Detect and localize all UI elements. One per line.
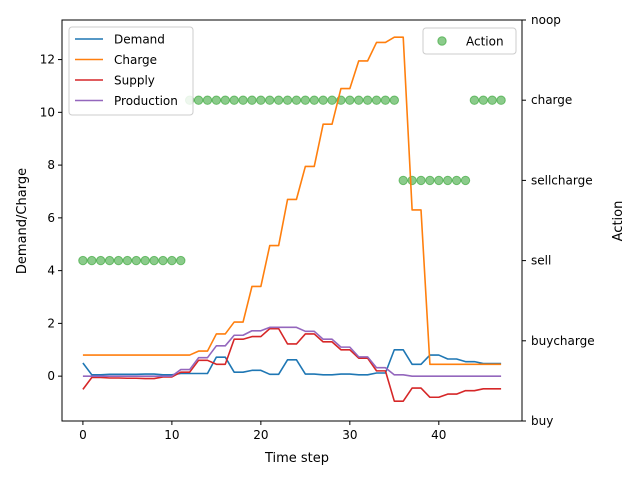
y-tick-label-left: 12: [40, 53, 55, 67]
action-point: [478, 95, 488, 105]
legend-left: Demand Charge Supply Production: [68, 26, 194, 116]
legend-entry-label: Production: [114, 94, 178, 108]
action-point: [416, 175, 426, 186]
y-tick-label-left: 2: [47, 316, 55, 330]
action-point: [158, 255, 168, 266]
x-tick-label: 30: [342, 428, 357, 442]
action-point: [496, 95, 506, 105]
y-tick-label-right: buycharge: [531, 334, 595, 348]
legend-entry-label: Action: [466, 35, 504, 49]
axes-frame: [61, 19, 523, 422]
action-point: [247, 95, 257, 105]
action-point: [318, 95, 328, 105]
series-line-charge: [82, 36, 502, 366]
y-axis-label-left: Demand/Charge: [15, 168, 30, 274]
axes: 0 10 20 30 40 0 2 4 6 8 10 12 buy buycharge sell sellch…: [40, 13, 595, 442]
action-point: [140, 255, 150, 266]
action-point: [131, 255, 141, 266]
series-line-supply: [82, 327, 502, 403]
action-point: [167, 255, 177, 266]
y-axis-label-right: Action: [611, 201, 626, 242]
x-tick-label: 20: [253, 428, 268, 442]
y-tick-label-right: noop: [531, 13, 561, 27]
action-point: [345, 95, 355, 105]
legend-entry-label: Supply: [114, 74, 155, 88]
x-tick-label: 40: [431, 428, 446, 442]
y-tick-label-right: sell: [531, 254, 551, 268]
action-point: [149, 255, 159, 266]
action-point: [96, 255, 106, 266]
action-point: [327, 95, 337, 105]
action-point: [291, 95, 302, 105]
action-point: [265, 95, 275, 105]
action-point: [176, 255, 186, 266]
y-tick-label-left: 4: [47, 264, 55, 278]
action-point: [407, 175, 417, 186]
action-point: [362, 95, 373, 105]
action-point: [211, 95, 222, 105]
series-line-demand: [82, 348, 502, 376]
action-point: [229, 95, 239, 105]
y-tick-label-left: 6: [47, 211, 55, 225]
action-point: [256, 95, 266, 105]
legend-right-box: [422, 27, 517, 55]
x-axis-label: Time step: [264, 451, 329, 466]
x-tick-label: 0: [79, 428, 87, 442]
action-point: [113, 255, 124, 266]
action-point: [193, 95, 204, 105]
action-point: [354, 95, 364, 105]
action-point: [371, 95, 382, 105]
y-tick-label-left: 10: [40, 105, 55, 119]
action-point: [78, 255, 88, 266]
action-point: [443, 175, 453, 186]
action-point: [380, 95, 391, 105]
action-point: [487, 95, 497, 105]
action-point: [300, 95, 311, 105]
action-point: [460, 175, 471, 186]
action-point: [451, 175, 462, 186]
y-tick-label-left: 8: [47, 158, 55, 172]
action-point: [202, 95, 213, 105]
legend-right: Action: [422, 27, 517, 55]
plot-area: [78, 36, 506, 403]
y-tick-label-right: charge: [531, 93, 572, 107]
action-point: [122, 255, 133, 266]
legend-entry-label: Demand: [114, 33, 165, 47]
action-point: [425, 175, 435, 186]
action-point: [104, 255, 115, 266]
legend-entry-label: Charge: [114, 53, 157, 67]
legend-left-box: [68, 26, 194, 116]
y-tick-label-right: sellcharge: [531, 173, 593, 187]
action-point: [273, 95, 284, 105]
action-point: [238, 95, 248, 105]
series-line-production: [82, 326, 502, 377]
y-tick-label-right: buy: [531, 414, 553, 428]
action-point: [309, 95, 319, 105]
x-tick-label: 10: [164, 428, 179, 442]
action-point: [469, 95, 480, 105]
action-point: [87, 255, 97, 266]
action-point: [398, 175, 408, 186]
action-point: [282, 95, 293, 105]
legend-marker: [437, 36, 447, 46]
action-point: [434, 175, 444, 186]
action-point: [389, 95, 400, 105]
y-tick-label-left: 0: [47, 369, 55, 383]
action-point: [220, 95, 230, 105]
